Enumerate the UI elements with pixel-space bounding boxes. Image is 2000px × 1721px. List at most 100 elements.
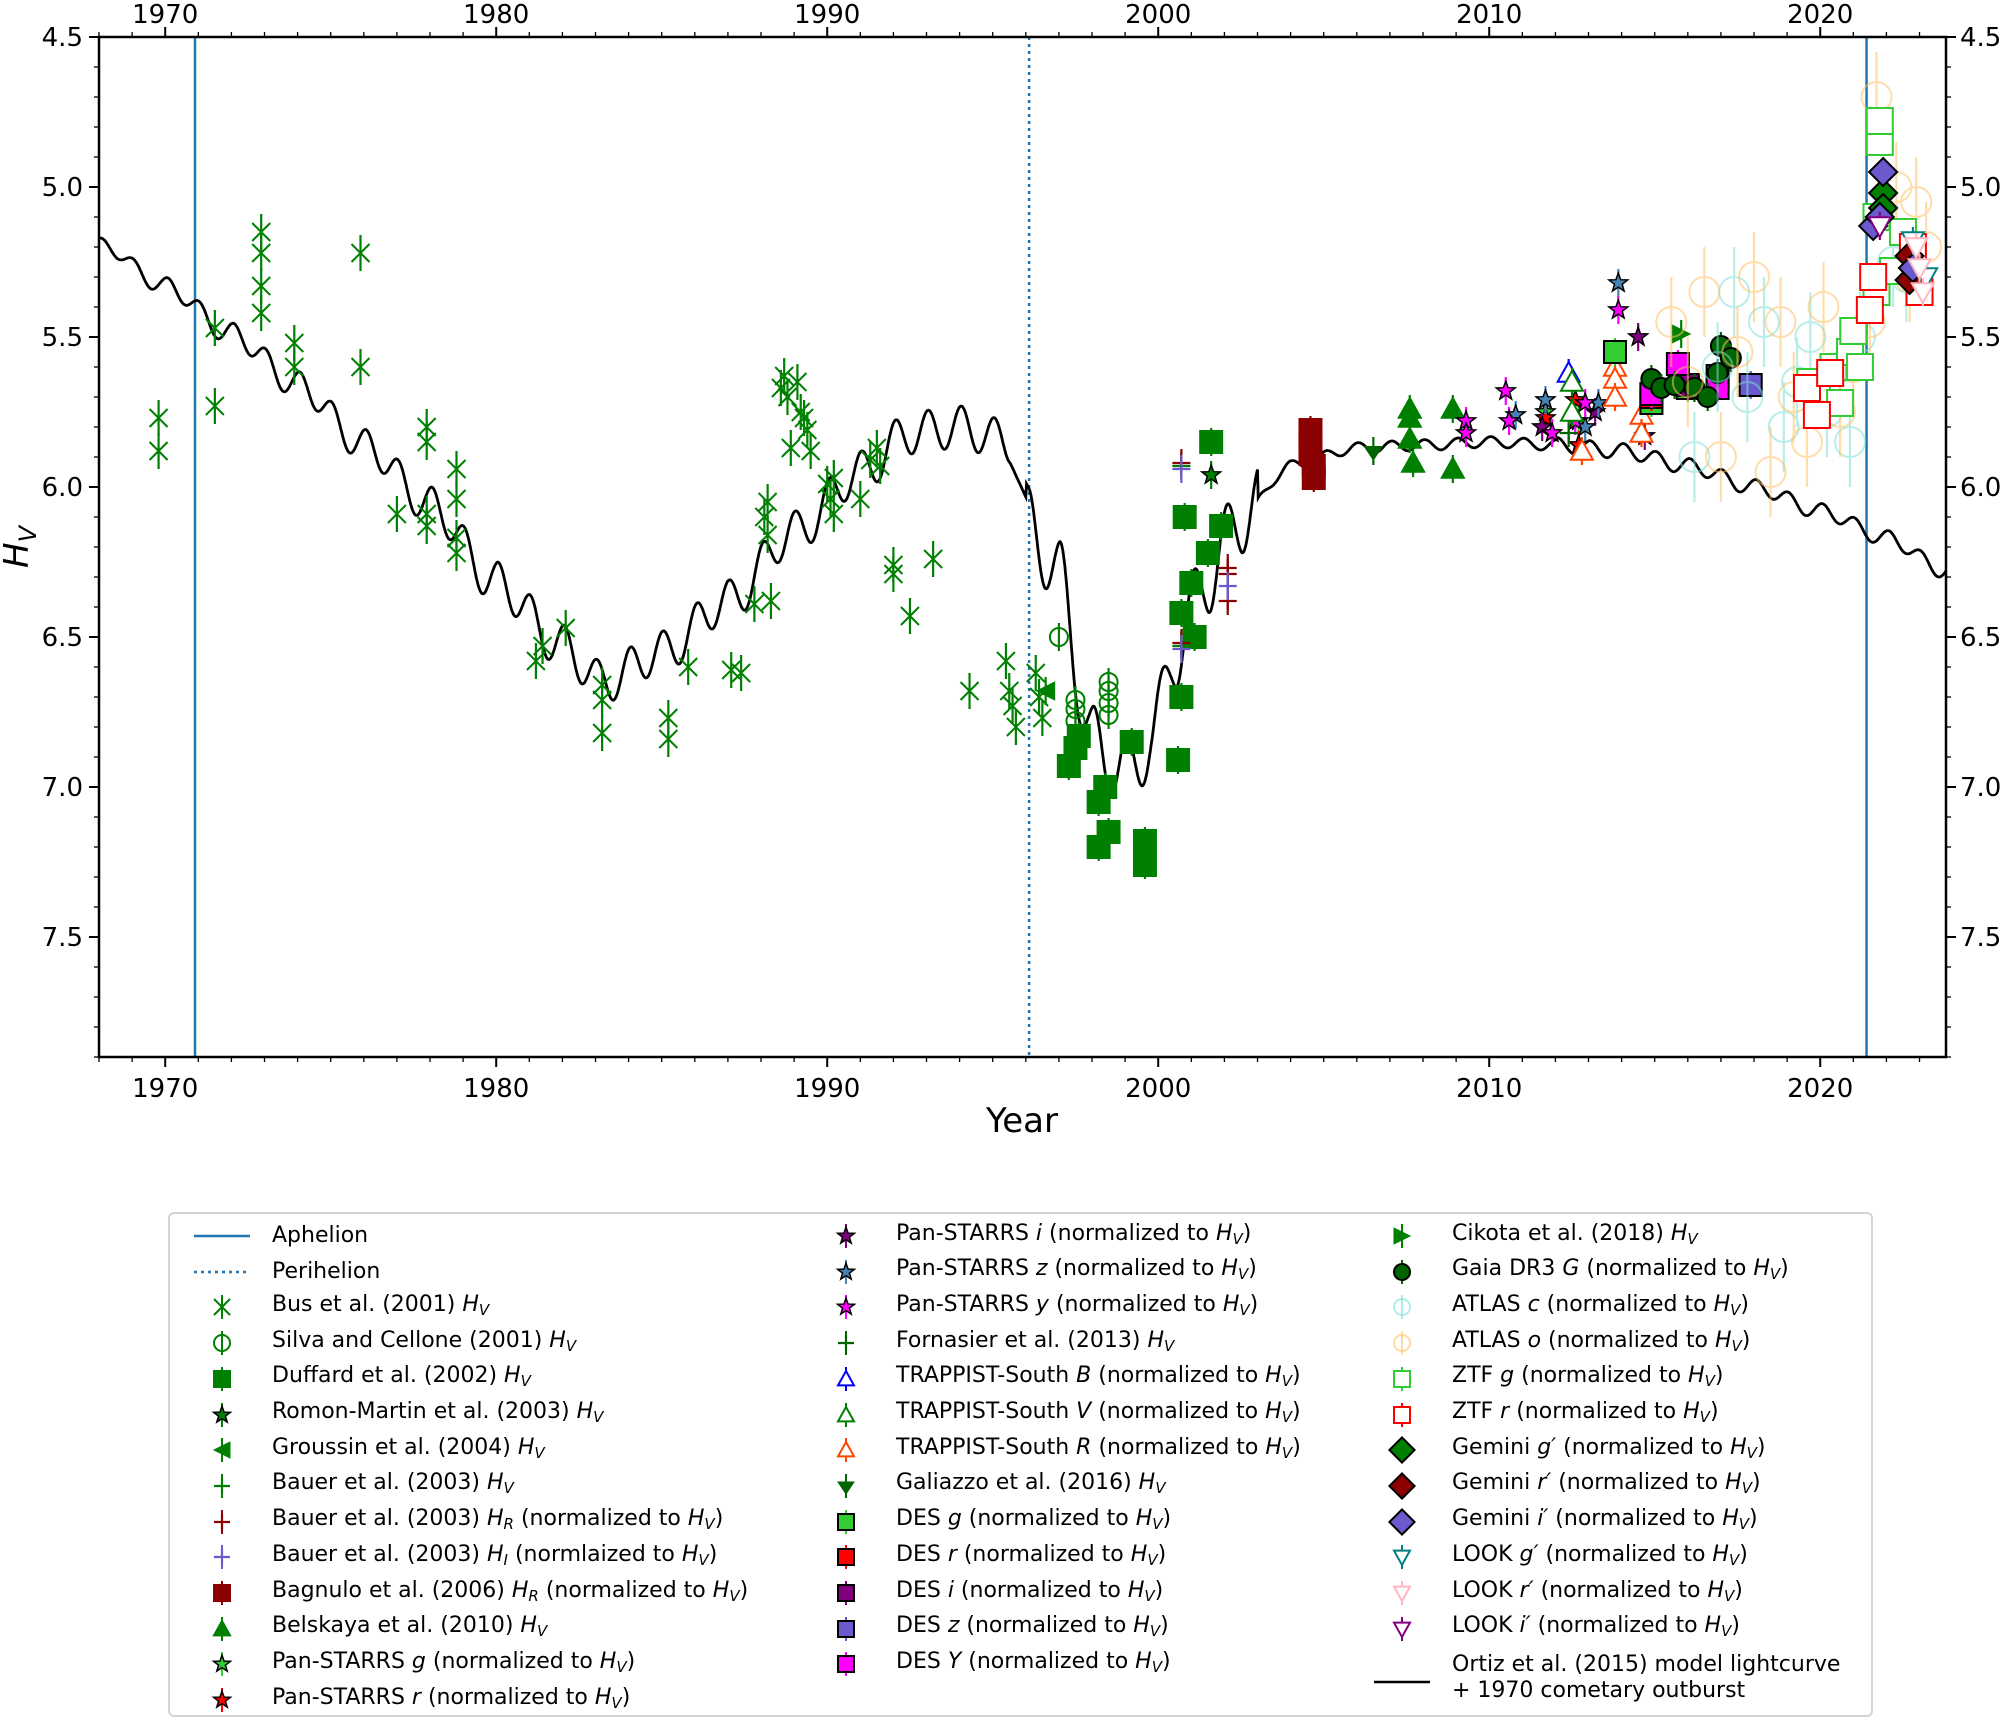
plus-marker	[214, 1513, 230, 1530]
model-lightcurve-layer	[98, 236, 1948, 798]
legend-label: LOOK r′ (normalized to HV)	[1452, 1577, 1743, 1605]
x-marker	[744, 594, 765, 614]
legend-symbol-ztfg	[1393, 1366, 1411, 1391]
legend-item-gemi: Gemini i′ (normalized to HV)	[1368, 1504, 1758, 1540]
series-0	[148, 214, 1053, 757]
square-marker	[1738, 373, 1763, 397]
star-marker	[835, 1296, 857, 1317]
y-right-tick-label: 4.5	[1960, 23, 2000, 53]
legend-label: Romon-Martin et al. (2003) HV	[272, 1399, 604, 1426]
x-marker	[757, 492, 778, 512]
legend-label: Pan-STARRS z (normalized to HV)	[896, 1256, 1257, 1284]
circle-marker	[1754, 456, 1787, 488]
x-marker	[446, 489, 467, 509]
x-marker	[867, 438, 887, 458]
y-right-tick-label: 5.0	[1960, 173, 2000, 203]
legend-item-psi: Pan-STARRS i (normalized to HV)	[812, 1218, 1251, 1254]
x-marker	[350, 357, 371, 377]
series-9	[1397, 395, 1466, 483]
x-marker	[1032, 708, 1053, 728]
legend-symbol-psi	[835, 1224, 857, 1248]
square-marker	[1195, 541, 1220, 565]
legend-label: Belskaya et al. (2010) HV	[272, 1613, 548, 1641]
square-marker	[1859, 263, 1888, 291]
y-tick-label: 7.0	[42, 773, 83, 803]
legend-item-fornasier: Fornasier et al. (2013) HV	[812, 1325, 1174, 1361]
star-marker	[1199, 462, 1223, 485]
circle-marker	[1747, 306, 1780, 338]
plus-marker	[214, 1549, 230, 1566]
square-marker	[1393, 1405, 1411, 1424]
star-marker	[1454, 420, 1478, 443]
triangle-down-marker	[1392, 1549, 1412, 1568]
circle-marker	[1048, 627, 1069, 647]
circle-marker	[1671, 366, 1704, 398]
legend-label: Groussin et al. (2004) HV	[272, 1434, 545, 1462]
legend-label: Perihelion	[272, 1258, 381, 1284]
x-tick-label: 2010	[1456, 1074, 1522, 1104]
x-tick-label: 2020	[1787, 1074, 1853, 1104]
legend-label: Cikota et al. (2018) HV	[1452, 1220, 1698, 1248]
series-26	[1640, 332, 1742, 411]
legend-item-atlasc: ATLAS c (normalized to HV)	[1368, 1289, 1749, 1325]
square-marker	[1393, 1369, 1411, 1388]
legend-symbol-trR	[836, 1438, 856, 1463]
legend-item-desg: DES g (normalized to HV)	[812, 1504, 1171, 1540]
legend-label: DES g (normalized to HV)	[896, 1506, 1172, 1534]
circle-marker	[1834, 426, 1867, 458]
diamond-marker	[1387, 1471, 1417, 1500]
series-17	[1559, 368, 1585, 426]
legend-label: Duffard et al. (2002) HV	[272, 1363, 531, 1391]
plus-marker	[1172, 460, 1191, 478]
legend-symbol-gemr	[1387, 1471, 1417, 1500]
star-marker	[211, 1653, 233, 1674]
x-marker	[284, 333, 304, 353]
circle-marker	[1807, 291, 1840, 323]
legend-item-trB: TRAPPIST-South B (normalized to HV)	[812, 1361, 1301, 1397]
y-tick-label: 6.0	[42, 473, 83, 503]
circle-marker	[1393, 1334, 1411, 1353]
circle-marker	[1764, 306, 1797, 338]
x-marker	[251, 303, 271, 323]
data-points-layer	[148, 52, 1943, 879]
x-marker	[923, 549, 943, 569]
x-marker	[754, 507, 775, 527]
triangle-left-marker	[1035, 681, 1056, 701]
legend-item-atlaso: ATLAS o (normalized to HV)	[1368, 1325, 1750, 1361]
legend-item-galiazzo: Galiazzo et al. (2016) HV	[812, 1468, 1165, 1504]
legend-item-lookr: LOOK r′ (normalized to HV)	[1368, 1575, 1743, 1611]
legend-item-desi: DES i (normalized to HV)	[812, 1575, 1163, 1611]
legend-item-ztfr: ZTF r (normalized to HV)	[1368, 1397, 1719, 1433]
circle-marker	[1098, 705, 1119, 725]
x-tick-label: 1980	[463, 1074, 529, 1104]
series-35	[1903, 233, 1936, 306]
square-marker	[1169, 685, 1194, 709]
triangle-down-marker	[1392, 1621, 1412, 1639]
x-marker	[416, 432, 437, 452]
square-marker	[1802, 401, 1831, 429]
x-marker	[205, 318, 225, 338]
legend-label: Pan-STARRS y (normalized to HV)	[896, 1291, 1259, 1319]
legend-label: Gemini g′ (normalized to HV)	[1452, 1434, 1766, 1462]
legend-symbol-desY	[837, 1652, 855, 1677]
diamond-marker	[1387, 1507, 1417, 1536]
legend-symbol-galiazzo	[837, 1473, 855, 1498]
legend-symbol-trV	[836, 1402, 856, 1427]
triangle-up-marker	[1559, 368, 1585, 392]
triangle-down-marker	[1910, 282, 1936, 306]
legend-label: LOOK g′ (normalized to HV)	[1452, 1541, 1748, 1569]
legend-label: Bus et al. (2001) HV	[272, 1291, 490, 1319]
square-marker	[1845, 353, 1874, 381]
legend-item-ortiz: Ortiz et al. (2015) model lightcurve + 19…	[1368, 1648, 1840, 1708]
y-tick-label: 7.5	[42, 923, 83, 953]
square-marker	[1066, 724, 1091, 748]
star-marker	[1497, 408, 1521, 431]
x-marker	[996, 651, 1016, 671]
square-marker	[837, 1619, 855, 1638]
plus-marker	[214, 1477, 230, 1494]
legend-item-gemg: Gemini g′ (normalized to HV)	[1368, 1432, 1765, 1468]
legend-item-trR: TRAPPIST-South R (normalized to HV)	[812, 1432, 1301, 1468]
legend-item-bauerI: Bauer et al. (2003) HI (normlaized to HV…	[188, 1539, 717, 1575]
x-marker	[824, 504, 844, 524]
circle-marker	[1738, 261, 1771, 293]
